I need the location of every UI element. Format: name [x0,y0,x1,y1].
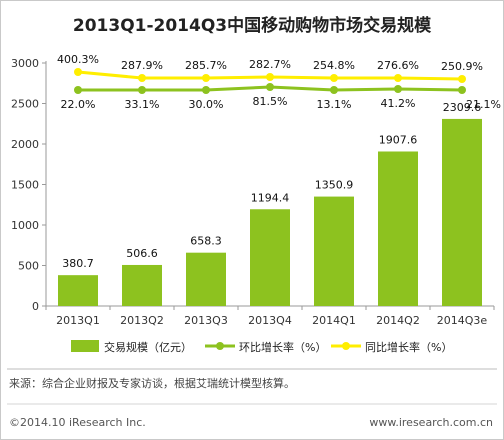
bar [186,252,226,306]
y-tick-label: 2000 [11,138,39,151]
bar-value-label: 506.6 [126,247,158,260]
source-note: 来源：综合企业财报及专家访谈，根据艾瑞统计模型核算。 [9,376,295,390]
x-tick-label: 2013Q1 [56,314,100,327]
qoq-growth-label: 22.0% [61,98,96,111]
legend-qoq-label: 环比增长率（%） [239,340,326,354]
yoy-growth-point [394,74,402,82]
bar-value-label: 2309.6 [443,101,482,114]
legend-bar-label: 交易规模（亿元） [104,340,192,354]
yoy-growth-point [266,73,274,81]
legend-yoy-label: 同比增长率（%） [365,340,452,354]
yoy-growth-point [138,74,146,82]
yoy-growth-label: 254.8% [313,59,355,72]
x-tick-label: 2013Q3 [184,314,228,327]
y-tick-label: 1500 [11,179,39,192]
qoq-growth-point [330,86,338,94]
qoq-growth-point [74,86,82,94]
y-tick-label: 3000 [11,57,39,70]
legend-bar-swatch [71,340,99,352]
qoq-growth-label: 30.0% [189,98,224,111]
bar [378,151,418,306]
legend: 交易规模（亿元） 环比增长率（%） 同比增长率（%） [71,340,452,354]
yoy-growth-point [330,74,338,82]
yoy-growth-label: 282.7% [249,58,291,71]
y-tick-label: 0 [32,300,39,313]
bar-value-label: 658.3 [190,235,222,248]
x-tick-label: 2014Q2 [376,314,420,327]
y-tick-label: 500 [18,260,39,273]
qoq-growth-point [458,86,466,94]
bar-value-label: 1350.9 [315,179,354,192]
legend-qoq-marker [216,342,224,350]
bar-value-label: 380.7 [62,257,94,270]
bar [442,118,482,307]
x-tick-label: 2013Q2 [120,314,164,327]
x-tick-label: 2013Q4 [248,314,292,327]
y-tick-label: 2500 [11,98,39,111]
qoq-growth-point [266,83,274,91]
qoq-growth-label: 33.1% [125,98,160,111]
yoy-growth-label: 250.9% [441,60,483,73]
y-axis: 0 500 1000 1500 2000 2500 3000 [11,57,47,313]
line-series: 400.3% 287.9% 285.7% 282.7% 254.8% 276.6% 250.… [57,53,501,111]
x-tick-label: 2014Q1 [312,314,356,327]
bar [250,209,290,306]
legend-yoy-marker [342,342,350,350]
bar [122,264,162,306]
qoq-growth-label: 41.2% [381,97,416,110]
yoy-growth-label: 285.7% [185,59,227,72]
qoq-growth-point [138,86,146,94]
chart-title: 2013Q1-2014Q3中国移动购物市场交易规模 [73,15,432,36]
bar [58,275,98,306]
yoy-growth-label: 287.9% [121,59,163,72]
qoq-growth-label: 13.1% [317,98,352,111]
qoq-growth-point [202,86,210,94]
yoy-growth-label: 276.6% [377,59,419,72]
x-axis: 2013Q1 2013Q2 2013Q3 2013Q4 2014Q1 2014Q2 2014… [45,305,495,327]
yoy-growth-point [202,74,210,82]
y-tick-label: 1000 [11,219,39,232]
qoq-growth-label: 81.5% [253,95,288,108]
yoy-growth-point [458,75,466,83]
bar-value-label: 1907.6 [379,133,418,146]
yoy-growth-point [74,68,82,76]
qoq-growth-point [394,85,402,93]
bar [314,196,354,306]
yoy-growth-label: 400.3% [57,53,99,66]
website-text: www.iresearch.com.cn [369,416,493,429]
bar-value-label: 1194.4 [251,191,290,204]
x-tick-label: 2014Q3e [437,314,488,327]
bar-series: 380.7 506.6 658.3 1194.4 1350.9 1907.6 2309.6 [58,101,482,307]
copyright-text: ©2014.10 iResearch Inc. [9,416,146,429]
qoq-growth-label: 21.1% [466,98,501,111]
